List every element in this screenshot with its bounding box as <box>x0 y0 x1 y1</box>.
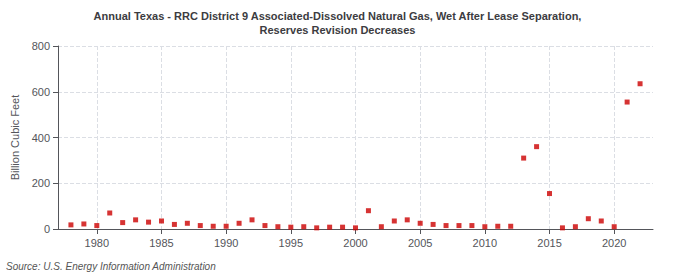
svg-text:2000: 2000 <box>343 237 367 249</box>
svg-text:400: 400 <box>32 132 50 144</box>
svg-text:1995: 1995 <box>279 237 303 249</box>
svg-text:1980: 1980 <box>85 237 109 249</box>
svg-text:1985: 1985 <box>149 237 173 249</box>
svg-text:600: 600 <box>32 86 50 98</box>
svg-text:Billion Cubic Feet: Billion Cubic Feet <box>9 95 21 181</box>
svg-text:0: 0 <box>44 223 50 235</box>
svg-text:Annual Texas - RRC District 9: Annual Texas - RRC District 9 Associated… <box>94 10 582 22</box>
svg-text:2015: 2015 <box>537 237 561 249</box>
svg-text:200: 200 <box>32 177 50 189</box>
svg-text:2020: 2020 <box>602 237 626 249</box>
svg-text:800: 800 <box>32 40 50 52</box>
svg-text:2010: 2010 <box>473 237 497 249</box>
svg-text:Reserves Revision Decreases: Reserves Revision Decreases <box>260 24 416 36</box>
svg-text:2005: 2005 <box>408 237 432 249</box>
svg-text:1990: 1990 <box>214 237 238 249</box>
svg-text:Source: U.S. Energy Informatio: Source: U.S. Energy Information Administ… <box>6 261 216 272</box>
